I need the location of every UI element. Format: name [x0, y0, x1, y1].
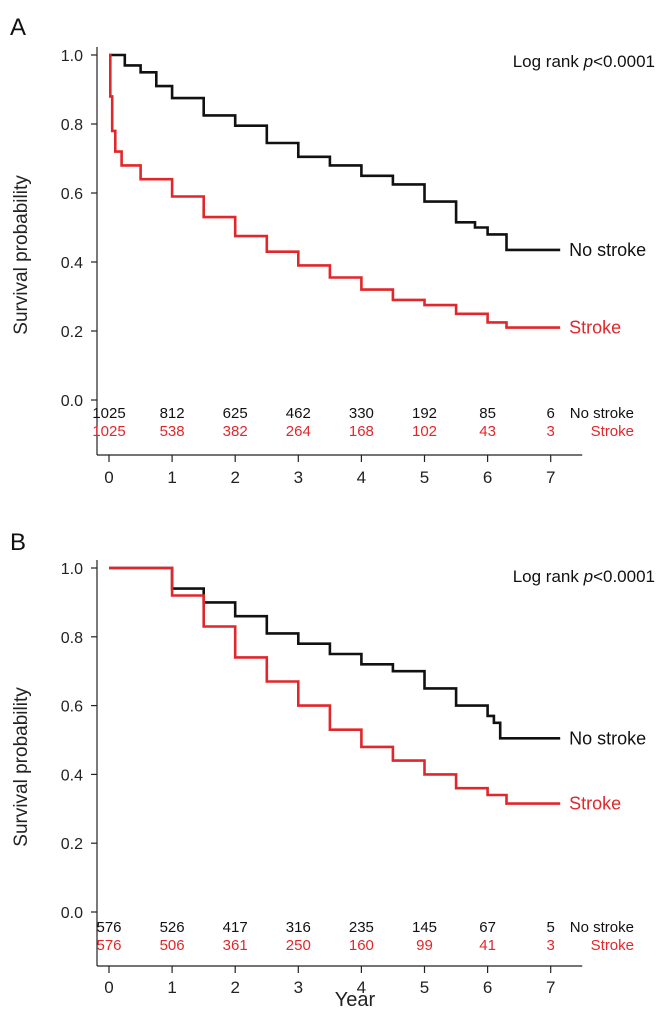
risk-table-value: 102 — [412, 423, 437, 440]
risk-table-row-label: Stroke — [591, 937, 634, 954]
x-tick-label: 4 — [357, 978, 366, 997]
y-tick-label: 0.8 — [61, 117, 83, 134]
risk-table-value: 462 — [286, 405, 311, 422]
x-axis-title: Year — [335, 989, 376, 1011]
y-tick-label: 0.4 — [61, 767, 83, 784]
series-label-stroke: Stroke — [569, 318, 621, 338]
y-tick-label: 1.0 — [61, 561, 83, 578]
risk-table-value: 168 — [349, 423, 374, 440]
y-tick-label: 0.2 — [61, 836, 83, 853]
x-tick-label: 6 — [483, 468, 492, 487]
x-tick-label: 3 — [294, 468, 303, 487]
y-tick-label: 0.0 — [61, 393, 83, 410]
risk-table-value: 576 — [96, 919, 121, 936]
risk-table-value: 538 — [160, 423, 185, 440]
risk-table-value: 3 — [547, 937, 555, 954]
panel-label: A — [10, 14, 26, 41]
y-axis-title: Survival probability — [11, 687, 32, 847]
panel-b: B 0.0 0.2 0.4 0.6 0.8 1.0 Survival probability 0… — [10, 529, 655, 997]
risk-table-value: 41 — [479, 937, 496, 954]
x-tick-label: 5 — [420, 978, 429, 997]
risk-table-value: 6 — [547, 405, 555, 422]
y-tick-label: 1.0 — [61, 48, 83, 65]
x-tick-label: 5 — [420, 468, 429, 487]
y-axis-title: Survival probability — [11, 175, 32, 335]
x-tick-label: 1 — [167, 468, 176, 487]
series-line-no-stroke — [109, 566, 561, 740]
panel-label: B — [10, 529, 26, 556]
risk-table-value: 417 — [223, 919, 248, 936]
risk-table-value: 361 — [223, 937, 248, 954]
risk-table-value: 1025 — [92, 405, 125, 422]
risk-table-value: 330 — [349, 405, 374, 422]
y-tick-label: 0.6 — [61, 699, 83, 716]
risk-table-value: 145 — [412, 919, 437, 936]
risk-table-value: 506 — [160, 937, 185, 954]
risk-table-value: 316 — [286, 919, 311, 936]
risk-table-value: 576 — [96, 937, 121, 954]
x-tick-label: 2 — [230, 468, 239, 487]
risk-table-value: 85 — [479, 405, 496, 422]
y-tick-label: 0.4 — [61, 255, 83, 272]
x-tick-label: 7 — [546, 978, 555, 997]
y-tick-label: 0.8 — [61, 630, 83, 647]
x-tick-label: 1 — [167, 978, 176, 997]
x-tick-label: 0 — [104, 978, 113, 997]
panel-a: A 0.0 0.2 0.4 0.6 0.8 1.0 Survival probability 0… — [10, 14, 655, 487]
y-tick-label: 0.6 — [61, 186, 83, 203]
risk-table-value: 5 — [547, 919, 555, 936]
log-rank-annotation: Log rank p<0.0001 — [513, 567, 655, 586]
risk-table-value: 235 — [349, 919, 374, 936]
log-rank-annotation: Log rank p<0.0001 — [513, 52, 655, 71]
risk-table-value: 625 — [223, 405, 248, 422]
risk-table-row-label: No stroke — [570, 405, 634, 422]
x-tick-label: 7 — [546, 468, 555, 487]
risk-table-value: 264 — [286, 423, 311, 440]
risk-table-value: 99 — [416, 937, 433, 954]
risk-table-value: 526 — [160, 919, 185, 936]
series-line-stroke — [109, 566, 561, 805]
series-line-no-stroke — [109, 53, 561, 252]
x-tick-label: 3 — [294, 978, 303, 997]
x-tick-label: 2 — [230, 978, 239, 997]
risk-table-row-label: Stroke — [591, 423, 634, 440]
risk-table-value: 67 — [479, 919, 496, 936]
series-label-stroke: Stroke — [569, 794, 621, 814]
risk-table-value: 192 — [412, 405, 437, 422]
series-label-no-stroke: No stroke — [569, 728, 646, 748]
risk-table-value: 160 — [349, 937, 374, 954]
series-label-no-stroke: No stroke — [569, 240, 646, 260]
risk-table-value: 3 — [547, 423, 555, 440]
x-tick-label: 0 — [104, 468, 113, 487]
risk-table-value: 43 — [479, 423, 496, 440]
risk-table-value: 250 — [286, 937, 311, 954]
risk-table-row-label: No stroke — [570, 919, 634, 936]
y-tick-label: 0.0 — [61, 905, 83, 922]
y-tick-label: 0.2 — [61, 324, 83, 341]
risk-table-value: 1025 — [92, 423, 125, 440]
x-tick-label: 4 — [357, 468, 366, 487]
x-tick-label: 6 — [483, 978, 492, 997]
series-line-stroke — [109, 53, 561, 329]
risk-table-value: 812 — [160, 405, 185, 422]
risk-table-value: 382 — [223, 423, 248, 440]
